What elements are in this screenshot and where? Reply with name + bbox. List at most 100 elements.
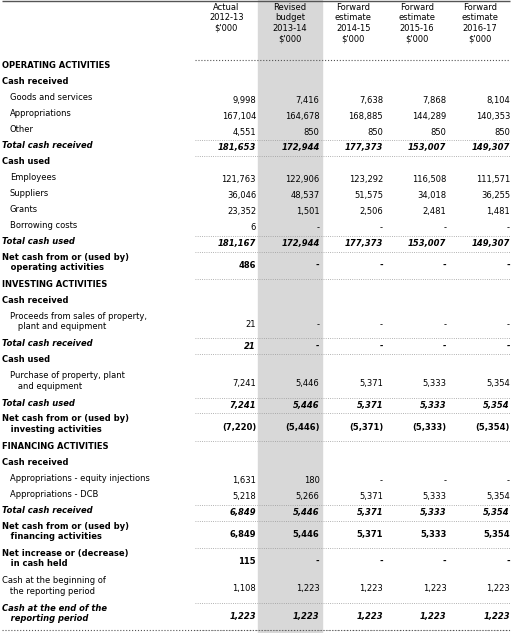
Text: 1,631: 1,631 bbox=[232, 476, 256, 486]
Text: 51,575: 51,575 bbox=[354, 191, 383, 201]
Text: 34,018: 34,018 bbox=[417, 191, 446, 201]
Text: 5,446: 5,446 bbox=[293, 530, 319, 539]
Text: 23,352: 23,352 bbox=[227, 207, 256, 216]
Text: Total cash received: Total cash received bbox=[2, 506, 93, 515]
Text: 36,046: 36,046 bbox=[227, 191, 256, 201]
Text: -: - bbox=[316, 223, 319, 232]
Text: 850: 850 bbox=[304, 127, 319, 137]
Text: Cash at the end of the
   reporting period: Cash at the end of the reporting period bbox=[2, 604, 107, 623]
Text: 5,371: 5,371 bbox=[359, 492, 383, 501]
Text: INVESTING ACTIVITIES: INVESTING ACTIVITIES bbox=[2, 280, 107, 289]
Text: 164,678: 164,678 bbox=[285, 111, 319, 121]
Text: (5,371): (5,371) bbox=[349, 423, 383, 432]
Text: 5,333: 5,333 bbox=[420, 530, 446, 539]
Text: 5,371: 5,371 bbox=[359, 379, 383, 389]
Text: FINANCING ACTIVITIES: FINANCING ACTIVITIES bbox=[2, 442, 109, 451]
Text: 1,223: 1,223 bbox=[229, 612, 256, 621]
Text: 2,506: 2,506 bbox=[359, 207, 383, 216]
Text: 1,501: 1,501 bbox=[296, 207, 319, 216]
Text: 149,307: 149,307 bbox=[472, 144, 510, 153]
Text: 8,104: 8,104 bbox=[486, 96, 510, 104]
Text: 177,373: 177,373 bbox=[345, 144, 383, 153]
Bar bbox=[258, 0, 322, 633]
Text: 9,998: 9,998 bbox=[232, 96, 256, 104]
Text: 177,373: 177,373 bbox=[345, 239, 383, 248]
Text: Net increase or (decrease)
   in cash held: Net increase or (decrease) in cash held bbox=[2, 549, 129, 568]
Text: 123,292: 123,292 bbox=[349, 175, 383, 184]
Text: -: - bbox=[443, 557, 446, 566]
Text: 1,223: 1,223 bbox=[420, 612, 446, 621]
Text: 5,354: 5,354 bbox=[483, 530, 510, 539]
Text: 5,354: 5,354 bbox=[486, 492, 510, 501]
Text: 180: 180 bbox=[304, 476, 319, 486]
Text: Goods and services: Goods and services bbox=[10, 93, 92, 102]
Text: Forward
estimate
2014-15
$'000: Forward estimate 2014-15 $'000 bbox=[335, 3, 372, 43]
Text: 1,223: 1,223 bbox=[293, 612, 319, 621]
Text: 5,333: 5,333 bbox=[420, 401, 446, 410]
Text: Purchase of property, plant
   and equipment: Purchase of property, plant and equipmen… bbox=[10, 371, 125, 391]
Text: 1,481: 1,481 bbox=[486, 207, 510, 216]
Text: Cash used: Cash used bbox=[2, 157, 50, 166]
Text: 850: 850 bbox=[367, 127, 383, 137]
Text: 181,653: 181,653 bbox=[218, 144, 256, 153]
Text: 1,223: 1,223 bbox=[486, 584, 510, 594]
Text: -: - bbox=[507, 223, 510, 232]
Text: 5,333: 5,333 bbox=[422, 492, 446, 501]
Text: Suppliers: Suppliers bbox=[10, 189, 49, 198]
Text: 5,446: 5,446 bbox=[293, 401, 319, 410]
Text: 7,241: 7,241 bbox=[229, 401, 256, 410]
Text: 6: 6 bbox=[251, 223, 256, 232]
Text: Other: Other bbox=[10, 125, 34, 134]
Text: Total cash used: Total cash used bbox=[2, 237, 75, 246]
Text: 111,571: 111,571 bbox=[476, 175, 510, 184]
Text: Grants: Grants bbox=[10, 205, 38, 214]
Text: 168,885: 168,885 bbox=[348, 111, 383, 121]
Text: 172,944: 172,944 bbox=[281, 239, 319, 248]
Text: Net cash from or (used by)
   operating activities: Net cash from or (used by) operating act… bbox=[2, 253, 129, 272]
Text: 1,223: 1,223 bbox=[423, 584, 446, 594]
Text: 5,354: 5,354 bbox=[486, 379, 510, 389]
Text: 5,446: 5,446 bbox=[293, 508, 319, 517]
Text: 4,551: 4,551 bbox=[232, 127, 256, 137]
Text: (7,220): (7,220) bbox=[222, 423, 256, 432]
Text: 7,416: 7,416 bbox=[295, 96, 319, 104]
Text: 2,481: 2,481 bbox=[423, 207, 446, 216]
Text: 36,255: 36,255 bbox=[481, 191, 510, 201]
Text: 48,537: 48,537 bbox=[290, 191, 319, 201]
Text: -: - bbox=[379, 261, 383, 270]
Text: -: - bbox=[443, 261, 446, 270]
Text: Appropriations: Appropriations bbox=[10, 109, 72, 118]
Text: 5,446: 5,446 bbox=[296, 379, 319, 389]
Text: -: - bbox=[443, 223, 446, 232]
Text: Forward
estimate
2015-16
$'000: Forward estimate 2015-16 $'000 bbox=[398, 3, 435, 43]
Text: Net cash from or (used by)
   financing activities: Net cash from or (used by) financing act… bbox=[2, 522, 129, 541]
Text: -: - bbox=[506, 557, 510, 566]
Text: 5,371: 5,371 bbox=[356, 508, 383, 517]
Text: 5,218: 5,218 bbox=[232, 492, 256, 501]
Text: 1,223: 1,223 bbox=[356, 612, 383, 621]
Text: -: - bbox=[316, 342, 319, 351]
Text: 7,638: 7,638 bbox=[359, 96, 383, 104]
Text: 5,371: 5,371 bbox=[356, 530, 383, 539]
Text: -: - bbox=[506, 261, 510, 270]
Text: 7,241: 7,241 bbox=[232, 379, 256, 389]
Text: 1,108: 1,108 bbox=[232, 584, 256, 594]
Text: -: - bbox=[380, 476, 383, 486]
Text: 172,944: 172,944 bbox=[281, 144, 319, 153]
Text: 149,307: 149,307 bbox=[472, 239, 510, 248]
Text: 21: 21 bbox=[244, 342, 256, 351]
Text: 850: 850 bbox=[431, 127, 446, 137]
Text: 7,868: 7,868 bbox=[422, 96, 446, 104]
Text: Cash at the beginning of
   the reporting period: Cash at the beginning of the reporting p… bbox=[2, 576, 106, 596]
Text: (5,333): (5,333) bbox=[412, 423, 446, 432]
Text: 153,007: 153,007 bbox=[408, 239, 446, 248]
Text: -: - bbox=[443, 476, 446, 486]
Text: 1,223: 1,223 bbox=[359, 584, 383, 594]
Text: Cash received: Cash received bbox=[2, 458, 69, 467]
Text: (5,354): (5,354) bbox=[476, 423, 510, 432]
Text: Cash received: Cash received bbox=[2, 77, 69, 86]
Text: Appropriations - equity injections: Appropriations - equity injections bbox=[10, 473, 150, 483]
Text: Total cash received: Total cash received bbox=[2, 339, 93, 348]
Text: -: - bbox=[316, 261, 319, 270]
Text: Proceeds from sales of property,
   plant and equipment: Proceeds from sales of property, plant a… bbox=[10, 312, 147, 331]
